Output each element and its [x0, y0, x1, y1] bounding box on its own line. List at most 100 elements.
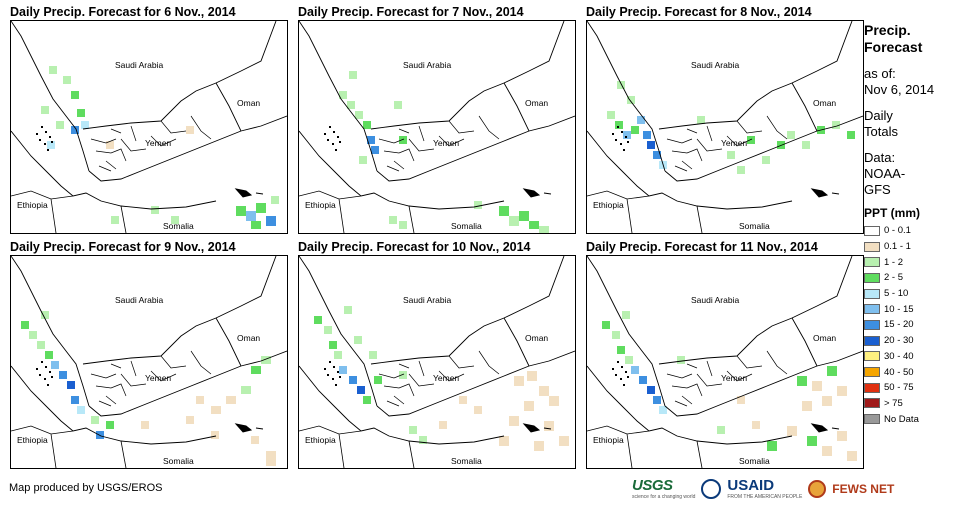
- precip-cell: [246, 211, 256, 221]
- precip-cell: [357, 386, 365, 394]
- panel-title: Daily Precip. Forecast for 9 Nov., 2014: [10, 240, 236, 254]
- precip-cell: [509, 216, 519, 226]
- precip-cell: [827, 366, 837, 376]
- credit-text: Map produced by USGS/EROS: [9, 482, 163, 494]
- label-ethiopia: Ethiopia: [593, 200, 624, 210]
- yemen-map: Saudi Arabia Oman Yemen Ethiopia Somalia: [299, 256, 575, 468]
- precip-cell: [329, 341, 337, 349]
- precip-cell: [324, 326, 332, 334]
- precip-cell: [71, 91, 79, 99]
- legend-list: 0 - 0.1 0.1 - 1 1 - 2 2 - 5 5 - 10 10 - …: [864, 223, 964, 427]
- yemen-governorates: [90, 350, 212, 407]
- yemen-governorates: [666, 350, 788, 407]
- africa-coastline: [299, 130, 505, 210]
- label-oman: Oman: [813, 333, 836, 343]
- oman-yemen-border: [503, 317, 530, 367]
- africa-borders: [587, 425, 703, 468]
- usgs-wordmark: USGS: [632, 477, 673, 494]
- yemen-governorates: [378, 115, 500, 172]
- legend-swatch: [864, 225, 880, 236]
- legend-label: 0 - 0.1: [884, 225, 911, 237]
- precip-cell: [59, 371, 67, 379]
- precip-cell: [622, 311, 630, 319]
- legend-label: 10 - 15: [884, 303, 914, 315]
- saudi-oman-border: [215, 21, 277, 84]
- precip-cell: [612, 331, 620, 339]
- precip-cell: [37, 341, 45, 349]
- forecast-panel: Daily Precip. Forecast for 9 Nov., 2014 …: [10, 240, 297, 470]
- logo-strip: USGS science for a changing world USAID …: [632, 477, 894, 500]
- forecast-panel: Daily Precip. Forecast for 6 Nov., 2014 …: [10, 5, 297, 235]
- precip-cell: [659, 406, 667, 414]
- forecast-panel: Daily Precip. Forecast for 8 Nov., 2014 …: [586, 5, 873, 235]
- precip-cell: [399, 371, 407, 379]
- precip-cell: [251, 366, 261, 374]
- legend-swatch: [864, 335, 880, 346]
- label-saudi-arabia: Saudi Arabia: [691, 60, 739, 70]
- yemen-south-coast: [88, 350, 287, 417]
- saudi-coastline: [587, 256, 666, 407]
- islands: [810, 423, 840, 433]
- africa-borders: [299, 425, 415, 468]
- precip-cell: [363, 396, 371, 404]
- label-somalia: Somalia: [451, 221, 482, 231]
- islands: [522, 188, 552, 198]
- map-frame: Saudi Arabia Oman Yemen Ethiopia Somalia: [298, 255, 576, 469]
- as-of-date: Nov 6, 2014: [864, 82, 935, 97]
- legend-swatch: [864, 288, 880, 299]
- precip-cell: [822, 446, 832, 456]
- oman-yemen-border: [791, 82, 818, 132]
- precip-cell: [334, 351, 342, 359]
- saudi-yemen-border: [82, 82, 217, 130]
- precip-cell: [544, 421, 554, 431]
- oman-yemen-border: [791, 317, 818, 367]
- legend-swatch: [864, 398, 880, 409]
- usaid-seal-icon: [701, 478, 722, 499]
- precip-cell: [211, 431, 219, 439]
- precip-cell: [617, 81, 625, 89]
- legend-item: 1 - 2: [864, 254, 964, 270]
- precip-cell: [77, 406, 85, 414]
- precip-cell: [394, 101, 402, 109]
- red-sea-islands: [36, 126, 53, 151]
- label-yemen: Yemen: [145, 138, 171, 148]
- precip-cell: [802, 401, 812, 411]
- saudi-coastline: [299, 256, 378, 407]
- precip-cell: [837, 386, 847, 396]
- precip-cell: [91, 416, 99, 424]
- panel-title: Daily Precip. Forecast for 7 Nov., 2014: [298, 5, 524, 19]
- precip-cell: [527, 371, 537, 381]
- label-oman: Oman: [525, 333, 548, 343]
- label-saudi-arabia: Saudi Arabia: [115, 295, 163, 305]
- precip-cell: [534, 441, 544, 451]
- label-ethiopia: Ethiopia: [305, 435, 336, 445]
- precip-cell: [211, 406, 221, 414]
- label-ethiopia: Ethiopia: [593, 435, 624, 445]
- precip-cell: [514, 376, 524, 386]
- precip-cell: [236, 206, 246, 216]
- precip-cell: [419, 436, 427, 444]
- precip-cell: [653, 396, 661, 404]
- precip-cell: [837, 431, 847, 441]
- legend-swatch: [864, 304, 880, 315]
- precip-cell: [807, 436, 817, 446]
- forecast-panel: Daily Precip. Forecast for 11 Nov., 2014…: [586, 240, 873, 470]
- legend-label: 30 - 40: [884, 350, 914, 362]
- yemen-governorates: [378, 350, 500, 407]
- precip-cell: [21, 321, 29, 329]
- precip-cell: [367, 136, 375, 144]
- legend-label: 20 - 30: [884, 335, 914, 347]
- legend-label: 50 - 75: [884, 382, 914, 394]
- legend-swatch: [864, 319, 880, 330]
- saudi-coastline: [11, 256, 90, 407]
- precip-cell: [374, 376, 382, 384]
- legend-swatch: [864, 257, 880, 268]
- precip-cell: [519, 211, 529, 221]
- legend-swatch: [864, 241, 880, 252]
- label-yemen: Yemen: [721, 373, 747, 383]
- precip-cell: [647, 141, 655, 149]
- precip-cell: [539, 226, 549, 233]
- usaid-wordmark: USAID: [727, 477, 775, 494]
- precip-cell: [56, 121, 64, 129]
- saudi-yemen-border: [370, 317, 505, 365]
